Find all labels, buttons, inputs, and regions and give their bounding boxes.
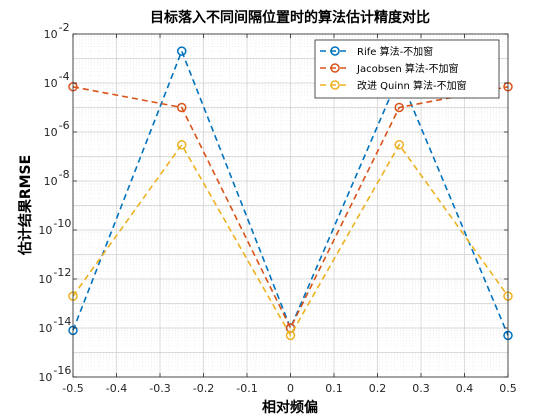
legend-marker-sample	[330, 80, 340, 90]
legend-marker-sample	[330, 63, 340, 73]
y-tick-label: 10-10	[38, 217, 71, 237]
data-point-marker	[177, 102, 187, 113]
y-tick-label-base: 10	[38, 224, 52, 237]
y-tick-label: 10-8	[44, 168, 70, 188]
chart-title: 目标落入不同间隔位置时的算法估计精度对比	[150, 9, 430, 26]
y-tick-label: 10-14	[38, 315, 71, 335]
y-tick-label: 10-2	[44, 21, 70, 41]
y-tick-label-base: 10	[38, 322, 52, 335]
legend-label: 改进 Quinn 算法-不加窗	[357, 79, 467, 92]
x-tick-label: 0.1	[325, 382, 343, 395]
legend-label: Rife 算法-不加窗	[357, 45, 433, 58]
ticks	[72, 33, 509, 378]
legend-marker-sample	[330, 46, 340, 56]
x-tick-label: 0.2	[369, 382, 387, 395]
x-tick-labels: -0.5 -0.4 -0.3 -0.2 -0.1 0 0.1 0.2 0.3 0.4 0.5	[62, 382, 516, 395]
legend-entry: 改进 Quinn 算法-不加窗	[320, 79, 467, 92]
data-point-marker	[394, 102, 404, 113]
x-tick-label: 0.5	[499, 382, 517, 395]
x-tick-label: -0.5	[62, 382, 83, 395]
legend-entry: Rife 算法-不加窗	[320, 45, 433, 58]
data-point-marker	[177, 140, 187, 150]
series-3	[68, 140, 513, 341]
y-tick-label-base: 10	[44, 175, 58, 188]
series-line	[72, 48, 509, 336]
x-tick-label: -0.4	[106, 382, 127, 395]
y-tick-label: 10-16	[38, 364, 71, 384]
y-tick-label-exponent: -16	[53, 364, 71, 377]
y-tick-label: 10-12	[38, 266, 71, 286]
data-point-marker	[394, 140, 404, 150]
x-tick-label: -0.3	[149, 382, 170, 395]
data-point-marker	[285, 330, 296, 341]
y-tick-label-exponent: -8	[59, 168, 70, 181]
y-tick-label-exponent: -6	[59, 119, 70, 132]
y-tick-label-base: 10	[44, 126, 58, 139]
y-tick-label-exponent: -2	[59, 21, 70, 34]
y-tick-label: 10-4	[44, 70, 70, 90]
x-tick-label: -0.2	[193, 382, 214, 395]
y-tick-label-exponent: -12	[53, 266, 71, 279]
x-tick-label: 0	[287, 382, 294, 395]
y-axis-label: 估计结果RMSE	[17, 155, 34, 256]
x-tick-label: 0.4	[456, 382, 474, 395]
y-tick-label-base: 10	[44, 77, 58, 90]
legend-label: Jacobsen 算法-不加窗	[356, 62, 459, 75]
y-tick-label-exponent: -10	[53, 217, 71, 230]
x-tick-label: 0.3	[412, 382, 430, 395]
y-tick-label-exponent: -4	[59, 70, 70, 83]
series-line	[72, 143, 509, 337]
legend-entry: Jacobsen 算法-不加窗	[320, 62, 459, 75]
y-tick-label-base: 10	[44, 28, 58, 41]
data-point-marker	[177, 46, 187, 56]
series-line	[72, 86, 509, 330]
legend-box	[314, 39, 500, 99]
y-tick-label-base: 10	[38, 371, 52, 384]
y-tick-label-base: 10	[38, 273, 52, 286]
x-axis-label: 相对频偏	[262, 399, 318, 416]
x-tick-label: -0.1	[236, 382, 257, 395]
y-tick-label-exponent: -14	[53, 315, 71, 328]
y-tick-label: 10-6	[44, 119, 70, 139]
